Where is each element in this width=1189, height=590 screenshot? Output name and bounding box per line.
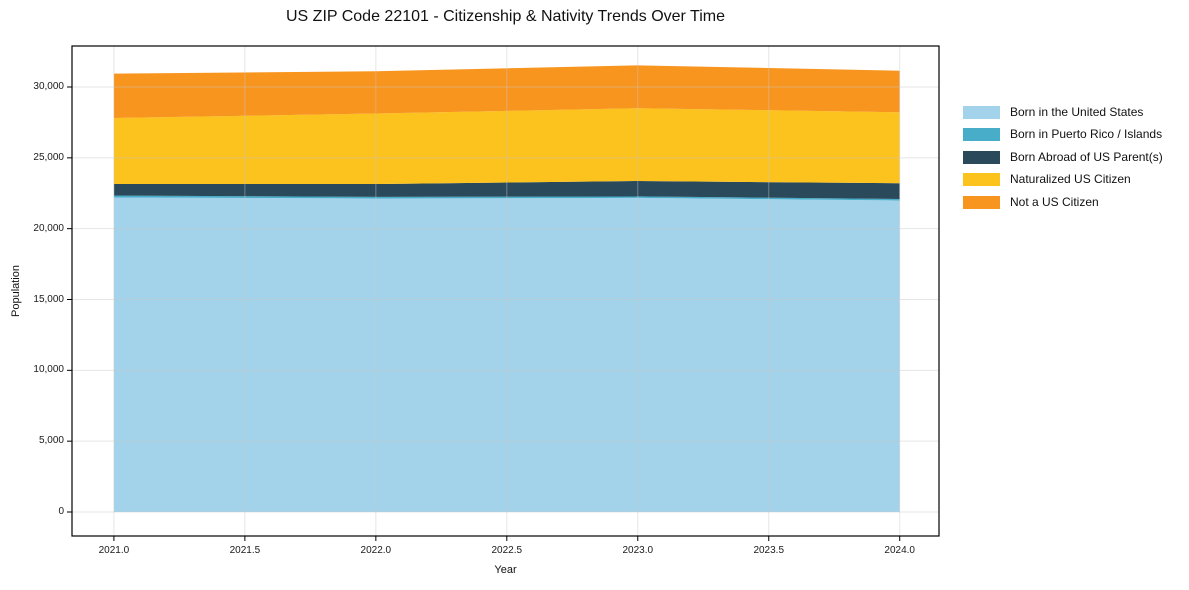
legend-label: Born in the United States: [1010, 104, 1144, 119]
legend-label: Born in Puerto Rico / Islands: [1010, 127, 1163, 142]
x-tick-label: 2023.5: [753, 545, 785, 556]
chart-title: US ZIP Code 22101 - Citizenship & Nativi…: [286, 8, 725, 25]
area-series-2: [113, 195, 900, 201]
area-series-3: [113, 180, 900, 199]
legend-swatch-3: [963, 150, 1000, 164]
area-series-5: [113, 65, 900, 119]
legend-swatch-5: [963, 195, 1000, 209]
legend-item: Born in Puerto Rico / Islands: [963, 124, 1163, 147]
legend-item: Born in the United States: [963, 101, 1163, 124]
x-tick-label: 2023.0: [622, 545, 654, 556]
area-series-1: [113, 197, 900, 513]
y-axis-label: Population: [10, 265, 22, 317]
x-tick-label: 2022.5: [491, 545, 523, 556]
x-tick-label: 2022.0: [360, 545, 392, 556]
x-tick-label: 2021.5: [229, 545, 261, 556]
y-tick-label: 25,000: [33, 151, 64, 163]
legend-swatch-4: [963, 173, 1000, 187]
legend-label: Naturalized US Citizen: [1010, 172, 1131, 187]
y-tick-label: 20,000: [33, 222, 64, 234]
legend-item: Born Abroad of US Parent(s): [963, 146, 1163, 169]
y-tick-label: 10,000: [33, 364, 64, 376]
y-tick-label: 5,000: [38, 435, 64, 447]
legend-label: Not a US Citizen: [1010, 194, 1099, 209]
legend-item: Naturalized US Citizen: [963, 169, 1163, 192]
y-tick-label: 0: [58, 506, 64, 517]
area-series-4: [113, 108, 900, 185]
legend-item: Not a US Citizen: [963, 191, 1163, 214]
x-tick-label: 2021.0: [98, 545, 130, 556]
legend-swatch-2: [963, 128, 1000, 142]
y-tick-label: 15,000: [33, 293, 64, 305]
y-tick-label: 30,000: [33, 80, 64, 92]
legend: Born in the United States Born in Puerto …: [963, 101, 1163, 214]
x-tick-label: 2024.0: [884, 545, 915, 556]
legend-label: Born Abroad of US Parent(s): [1010, 149, 1163, 164]
x-axis-label: Year: [494, 564, 517, 576]
plot-border: [71, 45, 940, 537]
legend-swatch-1: [963, 105, 1000, 119]
